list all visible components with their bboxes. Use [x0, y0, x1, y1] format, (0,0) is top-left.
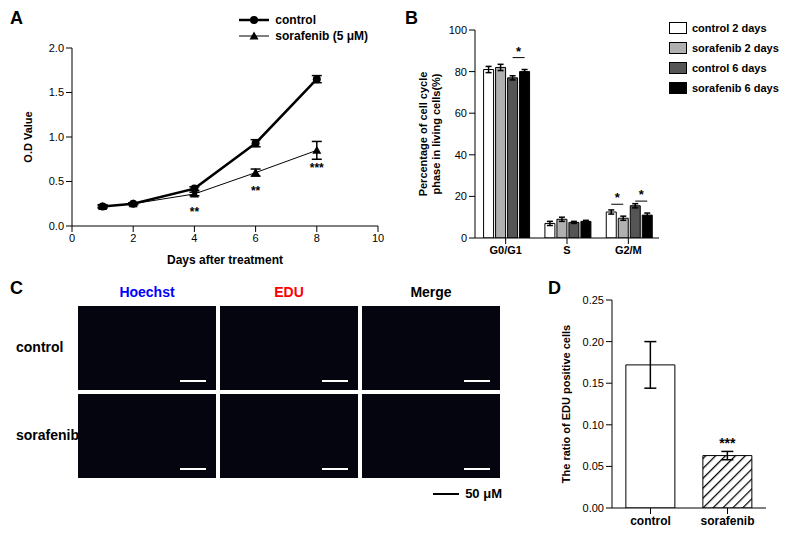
html-text:C: C	[10, 278, 23, 298]
svg-text:0.05: 0.05	[583, 460, 604, 472]
svg-text:G0/G1: G0/G1	[489, 244, 521, 256]
svg-text:0: 0	[461, 232, 467, 244]
html-text:D: D	[548, 278, 561, 298]
html-text:EDU: EDU	[274, 284, 304, 300]
html-text:control: control	[16, 339, 64, 355]
svg-text:2.0: 2.0	[49, 42, 64, 54]
svg-text:*: *	[615, 190, 621, 205]
html-text:sorafenib 6 days: sorafenib 6 days	[692, 82, 779, 94]
svg-text:6: 6	[253, 232, 259, 244]
svg-text:Percentage of cell cyclephase: Percentage of cell cyclephase in living …	[417, 72, 442, 197]
svg-text:S: S	[563, 244, 570, 256]
svg-text:**: **	[190, 205, 200, 219]
svg-text:100: 100	[449, 24, 467, 36]
svg-text:control: control	[630, 514, 671, 528]
svg-text:**: **	[251, 184, 261, 198]
svg-text:The ratio of EDU positive cell: The ratio of EDU positive cells	[560, 325, 572, 483]
html-text:sorafenib: sorafenib	[16, 427, 79, 443]
html-text:A: A	[10, 8, 23, 28]
svg-text:***: ***	[719, 435, 736, 451]
svg-text:2: 2	[130, 232, 136, 244]
svg-text:10: 10	[372, 232, 384, 244]
svg-text:*: *	[516, 44, 522, 59]
svg-text:40: 40	[455, 149, 467, 161]
svg-text:*: *	[639, 187, 645, 202]
svg-text:G2/M: G2/M	[615, 244, 642, 256]
html-text:Merge: Merge	[410, 284, 452, 300]
html-text:sorafenib (5 μM): sorafenib (5 μM)	[275, 29, 368, 43]
html-text:sorafenib 2 days: sorafenib 2 days	[692, 42, 779, 54]
svg-text:0.10: 0.10	[583, 419, 604, 431]
html-text:control: control	[275, 13, 316, 27]
svg-text:0.0: 0.0	[49, 220, 64, 232]
html-text:Hoechst: Hoechst	[119, 284, 175, 300]
svg-text:0.25: 0.25	[583, 294, 604, 306]
svg-text:0.15: 0.15	[583, 377, 604, 389]
svg-text:0.20: 0.20	[583, 336, 604, 348]
svg-text:1.5: 1.5	[49, 86, 64, 98]
html-text:50 μM: 50 μM	[465, 486, 502, 501]
svg-text:sorafenib: sorafenib	[700, 514, 754, 528]
html-text:B: B	[405, 8, 418, 28]
html-text:control 2 days: control 2 days	[692, 22, 767, 34]
svg-text:1.0: 1.0	[49, 131, 64, 143]
svg-text:60: 60	[455, 107, 467, 119]
html-text:control 6 days: control 6 days	[692, 62, 767, 74]
svg-text:***: ***	[310, 161, 324, 175]
svg-text:20: 20	[455, 190, 467, 202]
svg-text:4: 4	[191, 232, 197, 244]
svg-text:0.00: 0.00	[583, 502, 604, 514]
svg-text:0: 0	[69, 232, 75, 244]
svg-text:O.D Value: O.D Value	[22, 111, 34, 162]
svg-text:0.5: 0.5	[49, 175, 64, 187]
svg-text:Days after treatment: Days after treatment	[167, 253, 283, 267]
svg-text:8: 8	[314, 232, 320, 244]
svg-text:80: 80	[455, 66, 467, 78]
